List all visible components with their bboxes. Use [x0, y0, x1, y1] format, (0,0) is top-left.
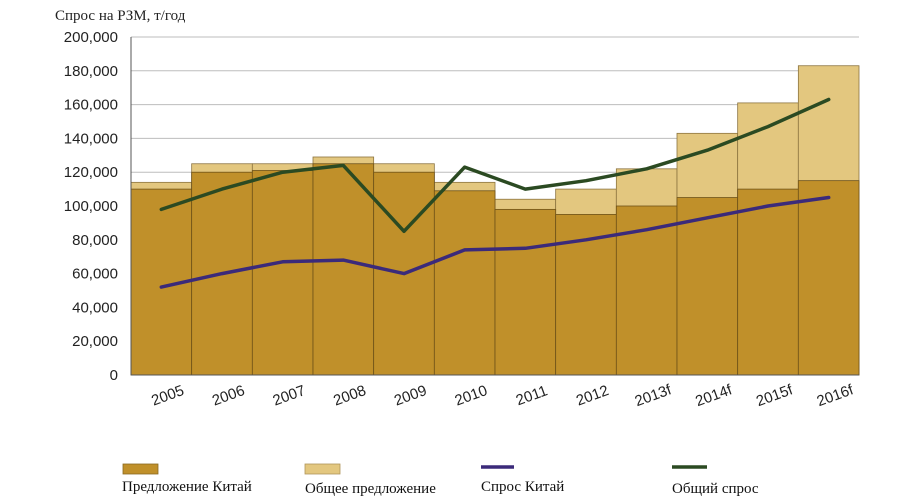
y-tick-label-4: 80,000: [72, 232, 118, 249]
legend-swatch-china-supply: [122, 463, 159, 475]
x-tick-label-2012: 2012: [574, 382, 611, 409]
y-tick-label-0: 0: [110, 367, 118, 384]
x-tick-label-2011: 2011: [514, 382, 550, 409]
x-tick-label-2009: 2009: [392, 382, 429, 409]
y-tick-labels: 0 20,000 40,000 60,000 80,000 100,000 120,000 1…: [64, 29, 118, 384]
y-tick-label-9: 180,000: [64, 63, 118, 80]
legend-label-total-supply: Общее предложение: [305, 481, 436, 497]
y-tick-label-2: 40,000: [72, 299, 118, 316]
x-tick-label-2015f: 2015f: [754, 381, 796, 410]
x-tick-label-2010: 2010: [453, 382, 490, 409]
x-tick-label-2006: 2006: [210, 382, 247, 409]
x-tick-label-2005: 2005: [149, 382, 186, 409]
y-tick-label-8: 160,000: [64, 97, 118, 114]
y-axis-title: Спрос на РЗМ, т/год: [55, 8, 186, 24]
x-tick-label-2008: 2008: [331, 382, 368, 409]
legend-label-china-supply: Предложение Китай: [122, 479, 252, 495]
bar-china-supply-2010: [433, 190, 496, 376]
bar-china-supply-2014f: [676, 197, 739, 376]
bar-china-supply-2011: [494, 208, 557, 376]
y-tick-label-10: 200,000: [64, 29, 118, 46]
legend: Предложение Китай Общее предложение Спро…: [122, 463, 759, 497]
y-tick-label-1: 20,000: [72, 333, 118, 350]
y-tick-label-3: 60,000: [72, 266, 118, 283]
y-tick-label-7: 140,000: [64, 130, 118, 147]
demand-lines: [159, 97, 831, 289]
x-tick-labels: 2005 2006 2007 2008 2009 2010 2011 2012 2013f 201…: [149, 381, 856, 410]
y-tick-label-5: 100,000: [64, 198, 118, 215]
legend-label-total-demand: Общий спрос: [672, 481, 759, 497]
bar-china-supply-2007: [251, 170, 314, 376]
axes: [130, 37, 859, 376]
bar-china-supply-2015f: [737, 188, 799, 376]
line-china-demand: [159, 195, 831, 289]
x-tick-label-2013f: 2013f: [633, 381, 675, 410]
x-tick-label-2014f: 2014f: [693, 381, 735, 410]
x-tick-label-2016f: 2016f: [815, 381, 857, 410]
bar-china-supply-2008: [312, 163, 375, 376]
line-total-demand: [159, 97, 831, 234]
china-supply-bars: [130, 163, 860, 376]
legend-label-china-demand: Спрос Китай: [481, 479, 564, 495]
legend-swatch-total-supply: [304, 463, 341, 475]
bar-china-supply-2016f: [797, 180, 860, 376]
x-tick-label-2007: 2007: [271, 382, 308, 409]
y-tick-label-6: 120,000: [64, 164, 118, 181]
